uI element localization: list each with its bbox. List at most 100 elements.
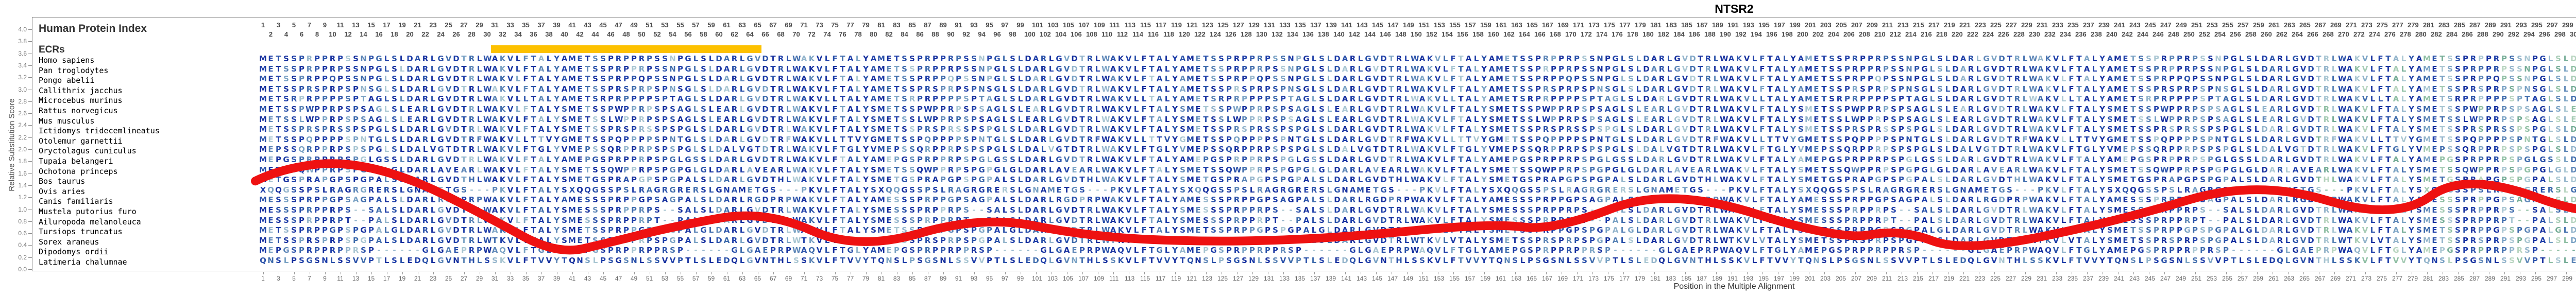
sequence-cell: L <box>384 84 389 94</box>
position-number <box>1905 21 1913 29</box>
sequence-cell: L <box>1443 114 1448 124</box>
position-number <box>1101 21 1109 29</box>
sequence-cell: T <box>1775 134 1781 144</box>
sequence-cell: M <box>568 125 576 134</box>
sequence-cell: L <box>2285 125 2291 134</box>
sequence-cell: P <box>1242 145 1247 154</box>
sequence-cell: W <box>1101 74 1110 84</box>
sequence-cell: R <box>468 105 475 114</box>
sequence-cell: S <box>1628 105 1634 114</box>
position-number: 146 <box>1380 30 1391 38</box>
y-tick-mark <box>28 101 32 102</box>
sequence-cell: S <box>1520 94 1526 104</box>
sequence-cell: P <box>2208 105 2213 114</box>
sequence-cell: A <box>414 134 421 144</box>
sequence-cell: E <box>886 105 892 114</box>
sequence-cell: A <box>1032 94 1039 104</box>
sequence-cell: A <box>1110 94 1116 104</box>
sequence-cell: K <box>499 94 506 104</box>
position-number: 165 <box>1527 21 1538 29</box>
sequence-cell: L <box>1002 145 1008 154</box>
sequence-cell: P <box>1868 125 1873 134</box>
sequence-cell: F <box>2069 84 2074 94</box>
sequence-cell: F <box>477 134 482 144</box>
sequence-cell: L <box>693 54 699 63</box>
sequence-cell: V <box>445 94 452 104</box>
sequence-cell: P <box>933 145 938 154</box>
sequence-cell: W <box>483 114 492 124</box>
sequence-cell: D <box>1380 134 1387 144</box>
sequence-cell: L <box>2401 125 2406 134</box>
sequence-cell: N <box>2524 54 2531 63</box>
sequence-cell: K <box>2045 74 2052 84</box>
sequence-cell: V <box>2053 105 2059 114</box>
sequence-cell: L <box>693 114 699 124</box>
sequence-cell: K <box>808 74 815 84</box>
sequence-cell: E <box>1504 84 1510 94</box>
sequence-cell: F <box>523 125 529 134</box>
sequence-cell: L <box>2548 54 2553 63</box>
sequence-cell: R <box>2277 74 2283 84</box>
sequence-cell: W <box>1720 105 1728 114</box>
sequence-cell: F <box>832 145 838 154</box>
sequence-cell: D <box>2570 134 2576 144</box>
sequence-cell: R <box>1527 94 1534 104</box>
sequence-cell: S <box>2200 125 2206 134</box>
sequence-cell: R <box>468 54 475 63</box>
sequence-cell: F <box>1141 84 1147 94</box>
sequence-cell: S <box>963 145 969 154</box>
sequence-cell: R <box>2161 125 2167 134</box>
sequence-cell: R <box>1040 105 1047 114</box>
sequence-cell: T <box>1079 54 1085 63</box>
sequence-cell: S <box>623 84 629 94</box>
sequence-cell: S <box>1582 64 1587 74</box>
position-number <box>2091 21 2098 29</box>
sequence-cell: V <box>1682 114 1688 124</box>
sequence-cell: M <box>1805 105 1812 114</box>
sequence-cell: P <box>631 54 637 63</box>
sequence-cell: P <box>987 74 992 84</box>
sequence-cell: P <box>368 125 374 134</box>
sequence-cell: G <box>1056 125 1062 134</box>
position-number <box>970 30 978 38</box>
position-number <box>1774 30 1782 38</box>
sequence-cell: T <box>1698 114 1703 124</box>
sequence-cell: E <box>886 94 892 104</box>
sequence-cell: P <box>1512 145 1518 154</box>
sequence-cell: L <box>2239 134 2244 144</box>
sequence-cell: R <box>2277 54 2283 63</box>
sequence-cell: D <box>1689 114 1696 124</box>
position-number: 104 <box>1055 30 1066 38</box>
sequence-cell: P <box>2486 105 2492 114</box>
sequence-cell: R <box>1875 114 1882 124</box>
sequence-cell: L <box>2285 64 2291 74</box>
sequence-cell: Q <box>306 134 313 144</box>
sequence-cell: R <box>2277 64 2283 74</box>
sequence-cell: L <box>430 114 436 124</box>
position-number <box>684 21 692 29</box>
position-number: 172 <box>1581 30 1592 38</box>
sequence-cell: E <box>1814 134 1819 144</box>
sequence-cell: S <box>1829 94 1835 104</box>
sequence-cell: Y <box>554 134 560 144</box>
sequence-cell: S <box>1319 64 1325 74</box>
sequence-cell: V <box>1682 74 1688 84</box>
sequence-cell: P <box>2177 125 2182 134</box>
sequence-cell: G <box>2539 105 2546 114</box>
sequence-cell: P <box>1226 105 1232 114</box>
sequence-cell: G <box>1674 114 1681 124</box>
sequence-cell: A <box>1798 84 1804 94</box>
sequence-cell: D <box>1334 125 1341 134</box>
sequence-cell: T <box>1149 114 1155 124</box>
position-number: 125 <box>1217 21 1229 29</box>
sequence-cell: D <box>453 84 460 94</box>
sequence-cell: Y <box>554 145 560 154</box>
sequence-cell: A <box>1419 64 1426 74</box>
position-number <box>2276 21 2284 29</box>
position-number <box>1434 30 1442 38</box>
sequence-cell: N <box>1906 64 1912 74</box>
position-number <box>1256 21 1264 29</box>
position-number: 13 <box>352 21 360 29</box>
position-number: 190 <box>1720 30 1731 38</box>
position-number <box>962 21 970 29</box>
